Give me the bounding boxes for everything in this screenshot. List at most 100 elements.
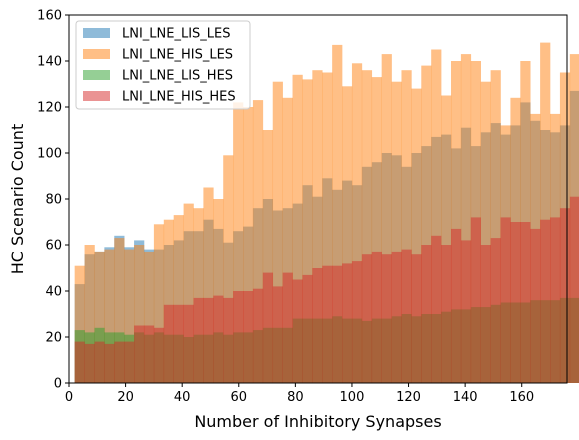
y-axis-label: HC Scenario Count xyxy=(8,124,27,274)
bar xyxy=(342,263,353,383)
bar xyxy=(94,251,105,383)
legend-swatch xyxy=(83,91,110,101)
bar xyxy=(411,254,422,383)
y-tick-label: 100 xyxy=(37,147,62,162)
bar xyxy=(282,97,293,384)
bar xyxy=(223,155,234,383)
x-tick-label: 60 xyxy=(230,390,247,405)
bar xyxy=(441,245,452,383)
legend-label: LNI_LNE_HIS_HES xyxy=(122,90,236,105)
bar xyxy=(450,61,462,383)
x-tick-label: 160 xyxy=(509,390,534,405)
legend-swatch xyxy=(83,28,110,38)
bar xyxy=(183,203,194,383)
bars-layer xyxy=(74,42,579,384)
bar xyxy=(213,199,224,383)
bar xyxy=(203,187,214,383)
bar xyxy=(104,249,115,383)
x-tick-label: 80 xyxy=(287,390,304,405)
bar xyxy=(540,219,551,383)
bar xyxy=(114,341,125,383)
bar xyxy=(243,107,254,383)
bar xyxy=(401,70,412,383)
bar xyxy=(104,343,115,383)
bar xyxy=(173,304,184,383)
bar xyxy=(371,251,382,383)
bar xyxy=(391,251,402,383)
bar xyxy=(213,295,224,383)
bar xyxy=(381,254,392,383)
bar xyxy=(421,245,432,383)
y-tick-label: 80 xyxy=(45,193,62,208)
bar xyxy=(292,279,303,383)
bar xyxy=(530,228,541,383)
bar xyxy=(361,70,373,383)
x-tick-label: 120 xyxy=(396,390,421,405)
bar xyxy=(312,70,323,383)
bar xyxy=(84,343,95,383)
bar xyxy=(124,249,135,383)
bar xyxy=(322,265,333,383)
bar xyxy=(490,70,501,383)
bar xyxy=(134,325,145,383)
legend-swatch xyxy=(83,49,110,59)
legend: LNI_LNE_LIS_LES LNI_LNE_HIS_LES LNI_LNE_LI… xyxy=(75,20,251,110)
bar xyxy=(84,245,95,383)
bar xyxy=(243,291,254,383)
legend-label: LNI_LNE_LIS_LES xyxy=(122,27,231,42)
bar xyxy=(183,304,194,383)
bar xyxy=(550,217,561,383)
bar xyxy=(401,249,412,383)
bar xyxy=(163,304,174,383)
x-axis-label: Number of Inhibitory Synapses xyxy=(194,412,441,431)
x-tick-label: 100 xyxy=(340,390,365,405)
bar xyxy=(143,251,155,383)
bar xyxy=(74,265,85,383)
bar xyxy=(74,341,85,383)
bar xyxy=(252,100,264,383)
bar xyxy=(143,325,155,383)
bar xyxy=(163,219,174,383)
bar xyxy=(480,81,491,383)
bar xyxy=(282,272,293,383)
x-tick-label: 20 xyxy=(117,390,134,405)
bar xyxy=(252,288,264,383)
bar xyxy=(272,286,283,383)
bar xyxy=(480,245,491,383)
y-tick-label: 40 xyxy=(45,285,62,300)
bar xyxy=(450,228,462,383)
bar xyxy=(510,222,521,383)
y-tick-label: 160 xyxy=(37,9,62,24)
x-tick-label: 0 xyxy=(65,390,73,405)
bar xyxy=(203,297,214,383)
x-tick-label: 40 xyxy=(174,390,191,405)
y-axis: 0 20 40 60 80 100 120 140 160 xyxy=(37,9,69,392)
bar xyxy=(500,217,511,383)
bar xyxy=(124,341,135,383)
bar xyxy=(361,254,373,383)
bar xyxy=(460,54,472,383)
bar xyxy=(421,65,432,383)
bar xyxy=(460,240,472,383)
bar xyxy=(371,77,382,383)
bar xyxy=(559,208,571,383)
bar xyxy=(233,291,244,383)
bar xyxy=(441,95,452,383)
bar xyxy=(262,272,274,383)
bar xyxy=(520,222,531,383)
bar xyxy=(153,224,165,383)
y-tick-label: 60 xyxy=(45,239,62,254)
y-tick-label: 0 xyxy=(54,377,62,392)
bar xyxy=(223,297,234,383)
bar xyxy=(193,297,204,383)
legend-label: LNI_LNE_LIS_HES xyxy=(122,69,233,84)
y-tick-label: 120 xyxy=(37,101,62,116)
bar xyxy=(94,341,105,383)
bar xyxy=(351,63,363,384)
bar xyxy=(569,196,579,383)
bar xyxy=(411,88,422,383)
bar xyxy=(173,215,184,383)
y-tick-label: 20 xyxy=(45,331,62,346)
series-LNI_LNE_HIS_HES xyxy=(74,196,579,383)
